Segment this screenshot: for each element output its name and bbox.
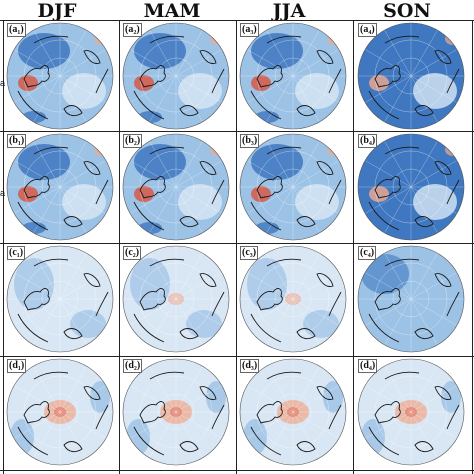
panel-label: (b₂) [123, 134, 143, 148]
map-panel-c1: (c₁) [4, 244, 116, 354]
panel-label: (a₁) [7, 23, 26, 37]
grid-divider [0, 243, 474, 244]
polar-map [239, 22, 347, 130]
polar-map [239, 133, 347, 241]
panel-label: (b₁) [7, 134, 27, 148]
panel-label: (c₁) [7, 246, 26, 260]
grid-divider [0, 356, 474, 357]
map-panel-c4: (c₄) [355, 244, 467, 354]
grid-divider [3, 20, 4, 474]
polar-map [357, 358, 465, 466]
polar-map [357, 133, 465, 241]
panel-label: (c₃) [240, 246, 259, 260]
polar-map [6, 245, 114, 353]
panel-label: (d₃) [240, 359, 260, 373]
season-header-son: SON [383, 0, 431, 22]
map-panel-c2: (c₂) [120, 244, 232, 354]
polar-map [239, 358, 347, 466]
polar-map [6, 22, 114, 130]
map-panel-a3: (a₃) [237, 21, 349, 131]
panel-label: (b₄) [358, 134, 378, 148]
panel-label: (d₂) [123, 359, 143, 373]
edge-mark: a [0, 188, 6, 198]
panel-label: (d₄) [358, 359, 378, 373]
map-panel-d3: (d₃) [237, 357, 349, 467]
map-panel-d2: (d₂) [120, 357, 232, 467]
map-panel-a4: (a₄) [355, 21, 467, 131]
grid-divider [119, 20, 120, 474]
season-header-mam: MAM [143, 0, 201, 22]
map-panel-b3: (b₃) [237, 132, 349, 242]
panel-label: (c₂) [123, 246, 142, 260]
polar-map [122, 245, 230, 353]
edge-mark: a [0, 78, 6, 88]
grid-divider [0, 131, 474, 132]
polar-map [122, 133, 230, 241]
grid-divider [0, 470, 474, 471]
polar-map [122, 358, 230, 466]
panel-label: (b₃) [240, 134, 260, 148]
panel-label: (d₁) [7, 359, 27, 373]
map-panel-d4: (d₄) [355, 357, 467, 467]
polar-map [6, 358, 114, 466]
grid-divider [472, 20, 473, 474]
map-panel-d1: (d₁) [4, 357, 116, 467]
panel-label: (a₄) [358, 23, 377, 37]
map-panel-b4: (b₄) [355, 132, 467, 242]
panel-label: (a₃) [240, 23, 259, 37]
map-panel-c3: (c₃) [237, 244, 349, 354]
panel-label: (c₄) [358, 246, 377, 260]
season-header-djf: DJF [37, 0, 77, 22]
grid-divider [236, 20, 237, 474]
polar-map [239, 245, 347, 353]
grid-divider [353, 20, 354, 474]
map-panel-b1: (b₁) [4, 132, 116, 242]
polar-map [122, 22, 230, 130]
polar-map [6, 133, 114, 241]
polar-map [357, 245, 465, 353]
map-panel-a2: (a₂) [120, 21, 232, 131]
polar-map [357, 22, 465, 130]
grid-divider [0, 20, 474, 21]
panel-label: (a₂) [123, 23, 142, 37]
map-panel-b2: (b₂) [120, 132, 232, 242]
map-panel-a1: (a₁) [4, 21, 116, 131]
season-header-jja: JJA [272, 0, 306, 22]
